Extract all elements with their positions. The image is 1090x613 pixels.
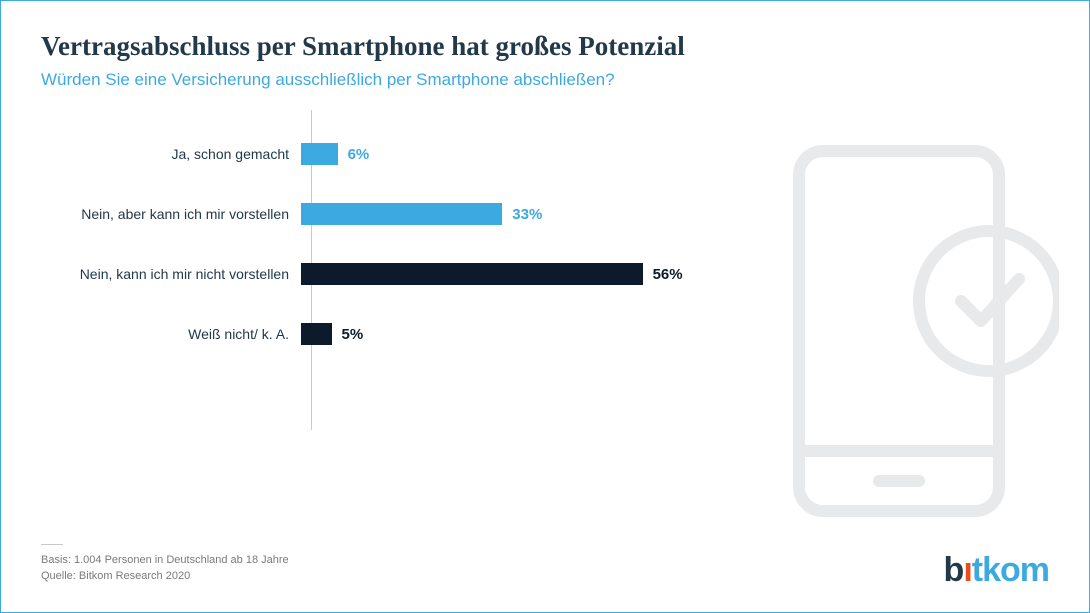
bar-row: Nein, aber kann ich mir vorstellen 33%	[41, 190, 1049, 238]
bar-label: Nein, kann ich mir nicht vorstellen	[41, 266, 301, 282]
chart-frame: Vertragsabschluss per Smartphone hat gro…	[0, 0, 1090, 613]
bar-value: 33%	[512, 206, 542, 223]
logo-part-dot: ı	[963, 551, 971, 589]
bar-row: Ja, schon gemacht 6%	[41, 130, 1049, 178]
bar	[301, 203, 502, 225]
bar-value: 6%	[348, 146, 370, 163]
bar-wrap: 33%	[301, 203, 1049, 225]
bar-label: Nein, aber kann ich mir vorstellen	[41, 206, 301, 222]
bar-label: Weiß nicht/ k. A.	[41, 326, 301, 342]
chart-footer: Basis: 1.004 Personen in Deutschland ab …	[41, 544, 289, 584]
bar-chart: Ja, schon gemacht 6% Nein, aber kann ich…	[41, 130, 1049, 420]
bar-row: Nein, kann ich mir nicht vorstellen 56%	[41, 250, 1049, 298]
bar	[301, 323, 332, 345]
bar	[301, 263, 643, 285]
bar-row: Weiß nicht/ k. A. 5%	[41, 310, 1049, 358]
bar-label: Ja, schon gemacht	[41, 146, 301, 162]
footer-basis: Basis: 1.004 Personen in Deutschland ab …	[41, 553, 289, 568]
bar-value: 5%	[342, 326, 364, 343]
bar-wrap: 6%	[301, 143, 1049, 165]
bar-wrap: 5%	[301, 323, 1049, 345]
bitkom-logo: bıtkom	[944, 551, 1049, 590]
logo-part-dark: b	[944, 551, 964, 589]
bar	[301, 143, 338, 165]
chart-subtitle: Würden Sie eine Versicherung ausschließl…	[41, 70, 1049, 90]
bar-wrap: 56%	[301, 263, 1049, 285]
chart-title: Vertragsabschluss per Smartphone hat gro…	[41, 31, 1049, 62]
bar-value: 56%	[653, 266, 683, 283]
footer-source: Quelle: Bitkom Research 2020	[41, 569, 289, 584]
logo-part-accent: tkom	[972, 551, 1049, 589]
footer-divider	[41, 544, 63, 545]
